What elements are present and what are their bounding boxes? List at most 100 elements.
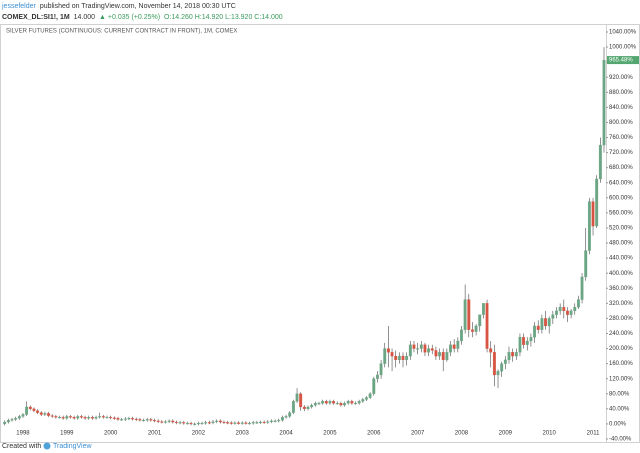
candle-body bbox=[127, 418, 131, 420]
y-tick-label: 1000.00% bbox=[609, 45, 637, 51]
candle-body bbox=[266, 421, 270, 423]
candle-body bbox=[229, 422, 233, 424]
candle-body bbox=[507, 352, 511, 361]
candle-body bbox=[277, 420, 281, 422]
y-tick-label: 240.00% bbox=[609, 331, 633, 337]
y-tick-label: 600.00% bbox=[609, 195, 633, 201]
candle-body bbox=[529, 337, 533, 342]
candle-body bbox=[471, 329, 474, 332]
y-tick-label: 840.00% bbox=[609, 105, 633, 111]
candle-body bbox=[58, 416, 61, 419]
candle-body bbox=[164, 421, 167, 423]
candle-body bbox=[185, 423, 189, 425]
candle-body bbox=[306, 406, 310, 410]
candle-body bbox=[522, 337, 526, 345]
candle-body bbox=[558, 306, 562, 312]
candle-body bbox=[584, 250, 588, 278]
candle-body bbox=[149, 419, 153, 421]
candle-body bbox=[204, 422, 208, 424]
brand[interactable]: TradingView bbox=[53, 443, 92, 450]
last-price-label: 965.48% bbox=[609, 58, 633, 64]
candle-body bbox=[317, 403, 321, 405]
candle-body bbox=[196, 423, 200, 425]
candle-body bbox=[295, 393, 299, 402]
candle-body bbox=[280, 416, 284, 421]
candle-body bbox=[445, 352, 449, 361]
candle-body bbox=[412, 344, 416, 349]
candle-body bbox=[566, 310, 569, 315]
candle-body bbox=[503, 359, 507, 364]
candle-body bbox=[3, 421, 7, 425]
x-tick-label: 2000 bbox=[104, 431, 118, 437]
candle-body bbox=[525, 340, 529, 345]
candle-body bbox=[167, 420, 171, 422]
publisher[interactable]: jessefelder bbox=[1, 3, 37, 10]
candle-body bbox=[54, 416, 58, 418]
x-tick-label: 2006 bbox=[367, 431, 381, 437]
x-tick-label: 2004 bbox=[279, 431, 293, 437]
candle-body bbox=[441, 352, 445, 361]
candle-body bbox=[598, 144, 602, 180]
candle-body bbox=[94, 416, 98, 419]
candle-body bbox=[310, 404, 314, 408]
candle-body bbox=[514, 352, 518, 357]
candle-body bbox=[587, 201, 591, 251]
x-tick-label: 2009 bbox=[499, 431, 513, 437]
candle-body bbox=[240, 422, 244, 424]
candle-body bbox=[335, 403, 339, 405]
candle-body bbox=[591, 201, 595, 227]
candle-body bbox=[116, 418, 120, 420]
candle-body bbox=[259, 421, 262, 423]
candle-body bbox=[21, 414, 25, 417]
candle-body bbox=[175, 421, 178, 423]
candle-body bbox=[32, 408, 36, 411]
x-tick-label: 2001 bbox=[148, 431, 162, 437]
candle-body bbox=[87, 416, 91, 419]
candle-body bbox=[14, 418, 18, 420]
x-tick-label: 2011 bbox=[587, 431, 601, 437]
candle-body bbox=[120, 419, 124, 421]
candle-body bbox=[544, 318, 547, 327]
candle-body bbox=[251, 422, 255, 424]
candle-body bbox=[211, 421, 215, 423]
candle-body bbox=[10, 419, 14, 421]
y-tick-label: 360.00% bbox=[609, 286, 633, 292]
candle-body bbox=[61, 416, 65, 419]
candle-body bbox=[361, 399, 365, 402]
y-tick-label: 0.00% bbox=[609, 422, 627, 428]
candle-body bbox=[452, 344, 456, 349]
y-tick-label: 560.00% bbox=[609, 210, 633, 216]
candle-body bbox=[189, 423, 193, 425]
candle-body bbox=[416, 348, 420, 350]
last: 14.000 bbox=[74, 14, 96, 21]
x-tick-label: 1999 bbox=[60, 431, 74, 437]
y-tick-label: 320.00% bbox=[609, 301, 633, 307]
candle-body bbox=[299, 393, 303, 408]
candle-body bbox=[270, 420, 273, 422]
candle-body bbox=[419, 344, 423, 349]
candle-body bbox=[357, 401, 361, 404]
candle-body bbox=[456, 340, 460, 349]
candle-body bbox=[39, 412, 43, 415]
candle-body bbox=[408, 344, 412, 357]
y-tick-label: 280.00% bbox=[609, 316, 633, 322]
candle-body bbox=[394, 355, 398, 361]
candle-body bbox=[222, 421, 226, 423]
candle-body bbox=[207, 422, 211, 424]
candle-body bbox=[576, 299, 580, 308]
published-text: published on TradingView.com, November 1… bbox=[40, 3, 236, 10]
candle-body bbox=[489, 348, 493, 353]
y-tick-label: 120.00% bbox=[609, 376, 633, 382]
candle-body bbox=[481, 303, 485, 315]
x-tick-label: 2005 bbox=[323, 431, 337, 437]
candle-body bbox=[193, 423, 197, 425]
y-tick-label: 760.00% bbox=[609, 135, 633, 141]
candle-body bbox=[401, 355, 405, 361]
candle-body bbox=[547, 318, 551, 327]
candle-body bbox=[90, 416, 94, 419]
candle-body bbox=[434, 350, 438, 357]
candle-body bbox=[430, 348, 434, 351]
y-tick-label: 800.00% bbox=[609, 120, 633, 126]
chart-title: SILVER FUTURES (CONTINUOUS: CURRENT CONT… bbox=[6, 29, 237, 35]
candle-body bbox=[36, 410, 40, 413]
